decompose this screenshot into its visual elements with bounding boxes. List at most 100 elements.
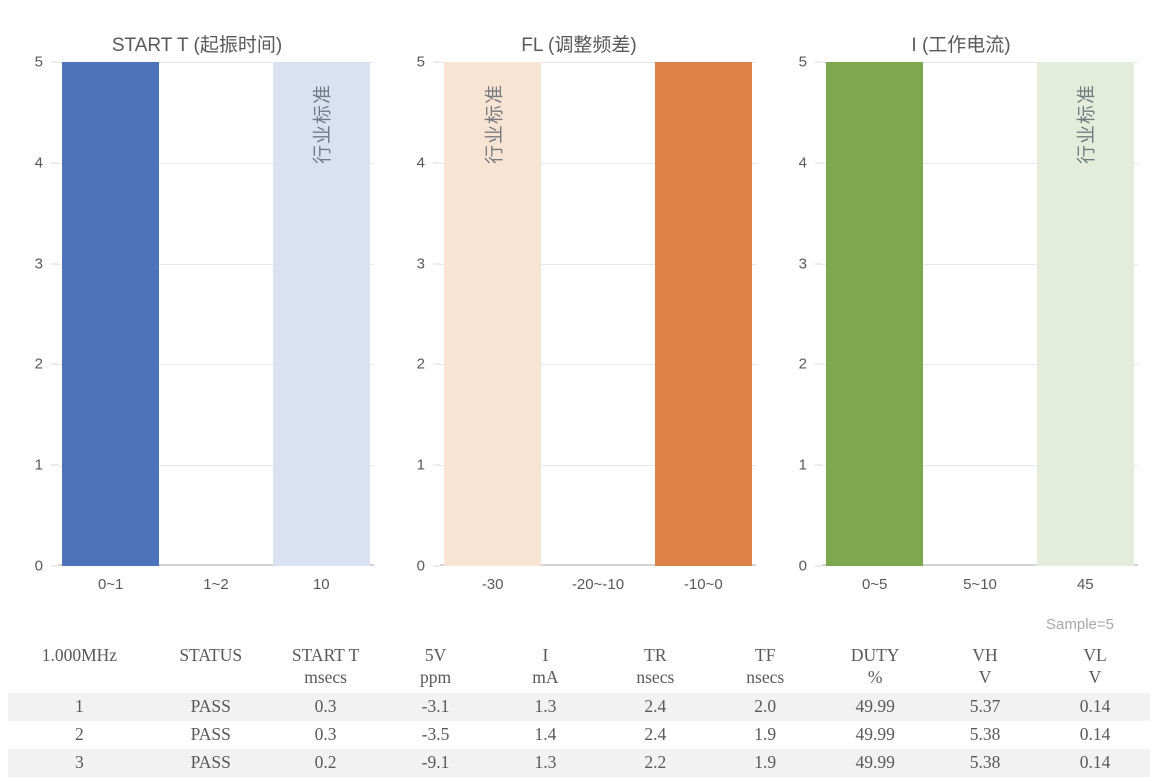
gridline bbox=[822, 263, 1138, 265]
col-unit: msecs bbox=[304, 666, 347, 687]
gridline bbox=[58, 364, 374, 366]
y-tick-marks bbox=[810, 61, 822, 567]
y-tick-label: 0 bbox=[798, 557, 807, 575]
chart-current: I (工作电流) 5 4 3 2 1 0 bbox=[770, 0, 1152, 602]
y-tick-label: 4 bbox=[34, 154, 43, 172]
cell-5v: -3.5 bbox=[421, 724, 450, 745]
y-axis: 5 4 3 2 1 0 bbox=[20, 55, 46, 574]
cell-start-t: 0.2 bbox=[314, 752, 337, 773]
cell-sample-no: 1 bbox=[75, 696, 84, 717]
cell-sample-no: 3 bbox=[75, 752, 84, 773]
col-unit: nsecs bbox=[636, 666, 675, 687]
y-tick-label: 5 bbox=[798, 53, 807, 71]
y-tick-label: 1 bbox=[34, 456, 43, 474]
sample-count-note: Sample=5 bbox=[1046, 616, 1114, 633]
table-header-row: 1.000MHz STATUS START T 5V I TR TF DUTY … bbox=[8, 610, 1150, 667]
table-row: 3 PASS 0.2 -9.1 1.3 2.2 1.9 49.99 5.38 0… bbox=[8, 748, 1150, 777]
gridline bbox=[58, 263, 374, 265]
cell-duty: 49.99 bbox=[855, 752, 895, 773]
cell-i: 1.3 bbox=[534, 752, 557, 773]
col-header-status: STATUS bbox=[179, 645, 243, 665]
industry-standard-label: 行业标准 bbox=[312, 83, 334, 165]
chart-plot-area: 5 4 3 2 1 0 bbox=[784, 55, 1138, 574]
col-header-tr: TR bbox=[644, 645, 667, 665]
gridline bbox=[822, 364, 1138, 366]
plot: 行业标准 bbox=[58, 62, 374, 566]
col-unit: V bbox=[1088, 666, 1102, 687]
bar: 行业标准 bbox=[1036, 62, 1134, 566]
table-unit-row: msecs ppm mA nsecs nsecs % V V bbox=[8, 667, 1150, 693]
x-tick-label: 45 bbox=[1076, 575, 1094, 593]
col-header-start-t: START T bbox=[291, 645, 360, 665]
x-tick-label: 0~1 bbox=[97, 575, 124, 593]
col-header-frequency: 1.000MHz bbox=[41, 645, 118, 665]
x-axis-line bbox=[822, 564, 1138, 566]
col-unit bbox=[151, 667, 271, 693]
cell-duty: 49.99 bbox=[855, 724, 895, 745]
gridline bbox=[440, 465, 756, 467]
col-unit: ppm bbox=[419, 666, 452, 687]
gridline bbox=[822, 162, 1138, 164]
y-tick-label: 3 bbox=[416, 255, 425, 273]
cell-vh: 5.38 bbox=[969, 752, 1001, 773]
y-tick-label: 3 bbox=[34, 255, 43, 273]
y-tick-label: 5 bbox=[34, 53, 43, 71]
x-tick-label: -20~-10 bbox=[571, 575, 625, 593]
cell-vl: 0.14 bbox=[1079, 696, 1111, 717]
table-row: 2 PASS 0.3 -3.5 1.4 2.4 1.9 49.99 5.38 0… bbox=[8, 721, 1150, 749]
y-axis: 5 4 3 2 1 0 bbox=[402, 55, 428, 574]
cell-5v: -3.1 bbox=[421, 696, 450, 717]
y-tick-label: 4 bbox=[416, 154, 425, 172]
y-tick-label: 2 bbox=[34, 355, 43, 373]
gridline bbox=[440, 364, 756, 366]
gridline bbox=[822, 465, 1138, 467]
cell-start-t: 0.3 bbox=[314, 724, 337, 745]
cell-duty: 49.99 bbox=[855, 696, 895, 717]
chart-plot-area: 5 4 3 2 1 0 行业标准 bbox=[402, 55, 756, 574]
cell-status: PASS bbox=[190, 696, 231, 717]
cell-tf: 1.9 bbox=[754, 752, 777, 773]
cell-start-t: 0.3 bbox=[314, 696, 337, 717]
industry-standard-label: 行业标准 bbox=[1076, 83, 1098, 165]
gridline bbox=[58, 162, 374, 164]
chart-title: FL (调整频差) bbox=[521, 35, 637, 56]
bar bbox=[62, 62, 160, 566]
y-tick-marks bbox=[46, 61, 58, 567]
cell-i: 1.4 bbox=[534, 724, 557, 745]
bar bbox=[826, 62, 924, 566]
cell-5v: -9.1 bbox=[421, 752, 450, 773]
y-tick-label: 0 bbox=[34, 557, 43, 575]
x-tick-label: -10~0 bbox=[683, 575, 723, 593]
charts-row: START T (起振时间) 5 4 3 2 1 0 bbox=[20, 0, 1152, 602]
bar: 行业标准 bbox=[272, 62, 370, 566]
y-tick-marks bbox=[428, 61, 440, 567]
gridline bbox=[440, 263, 756, 265]
y-tick-label: 2 bbox=[798, 355, 807, 373]
cell-tf: 1.9 bbox=[754, 724, 777, 745]
x-tick-label: 10 bbox=[312, 575, 330, 593]
col-header-i: I bbox=[542, 645, 549, 665]
col-header-vh: VH bbox=[972, 645, 998, 665]
x-axis: -30 -20~-10 -10~0 bbox=[402, 566, 756, 602]
gridline bbox=[440, 162, 756, 164]
cell-vl: 0.14 bbox=[1079, 724, 1111, 745]
table-row: 1 PASS 0.3 -3.1 1.3 2.4 2.0 49.99 5.37 0… bbox=[8, 692, 1150, 721]
y-tick-label: 1 bbox=[798, 456, 807, 474]
cell-tr: 2.4 bbox=[644, 696, 667, 717]
x-axis-line bbox=[58, 564, 374, 566]
chart-fl: FL (调整频差) 5 4 3 2 1 0 bbox=[388, 0, 770, 602]
cell-status: PASS bbox=[190, 724, 231, 745]
plot: 行业标准 bbox=[440, 62, 756, 566]
x-tick-label: 1~2 bbox=[203, 575, 229, 593]
results-table: 1.000MHz STATUS START T 5V I TR TF DUTY … bbox=[8, 610, 1150, 777]
y-tick-label: 3 bbox=[798, 255, 807, 273]
y-tick-label: 4 bbox=[798, 154, 807, 172]
y-tick-label: 1 bbox=[416, 456, 425, 474]
y-axis: 5 4 3 2 1 0 bbox=[784, 55, 810, 574]
cell-status: PASS bbox=[190, 752, 231, 773]
chart-title: START T (起振时间) bbox=[111, 35, 283, 56]
plot: 行业标准 bbox=[822, 62, 1138, 566]
cell-vl: 0.14 bbox=[1079, 752, 1111, 773]
col-unit: nsecs bbox=[746, 666, 785, 687]
col-unit: mA bbox=[532, 666, 559, 687]
